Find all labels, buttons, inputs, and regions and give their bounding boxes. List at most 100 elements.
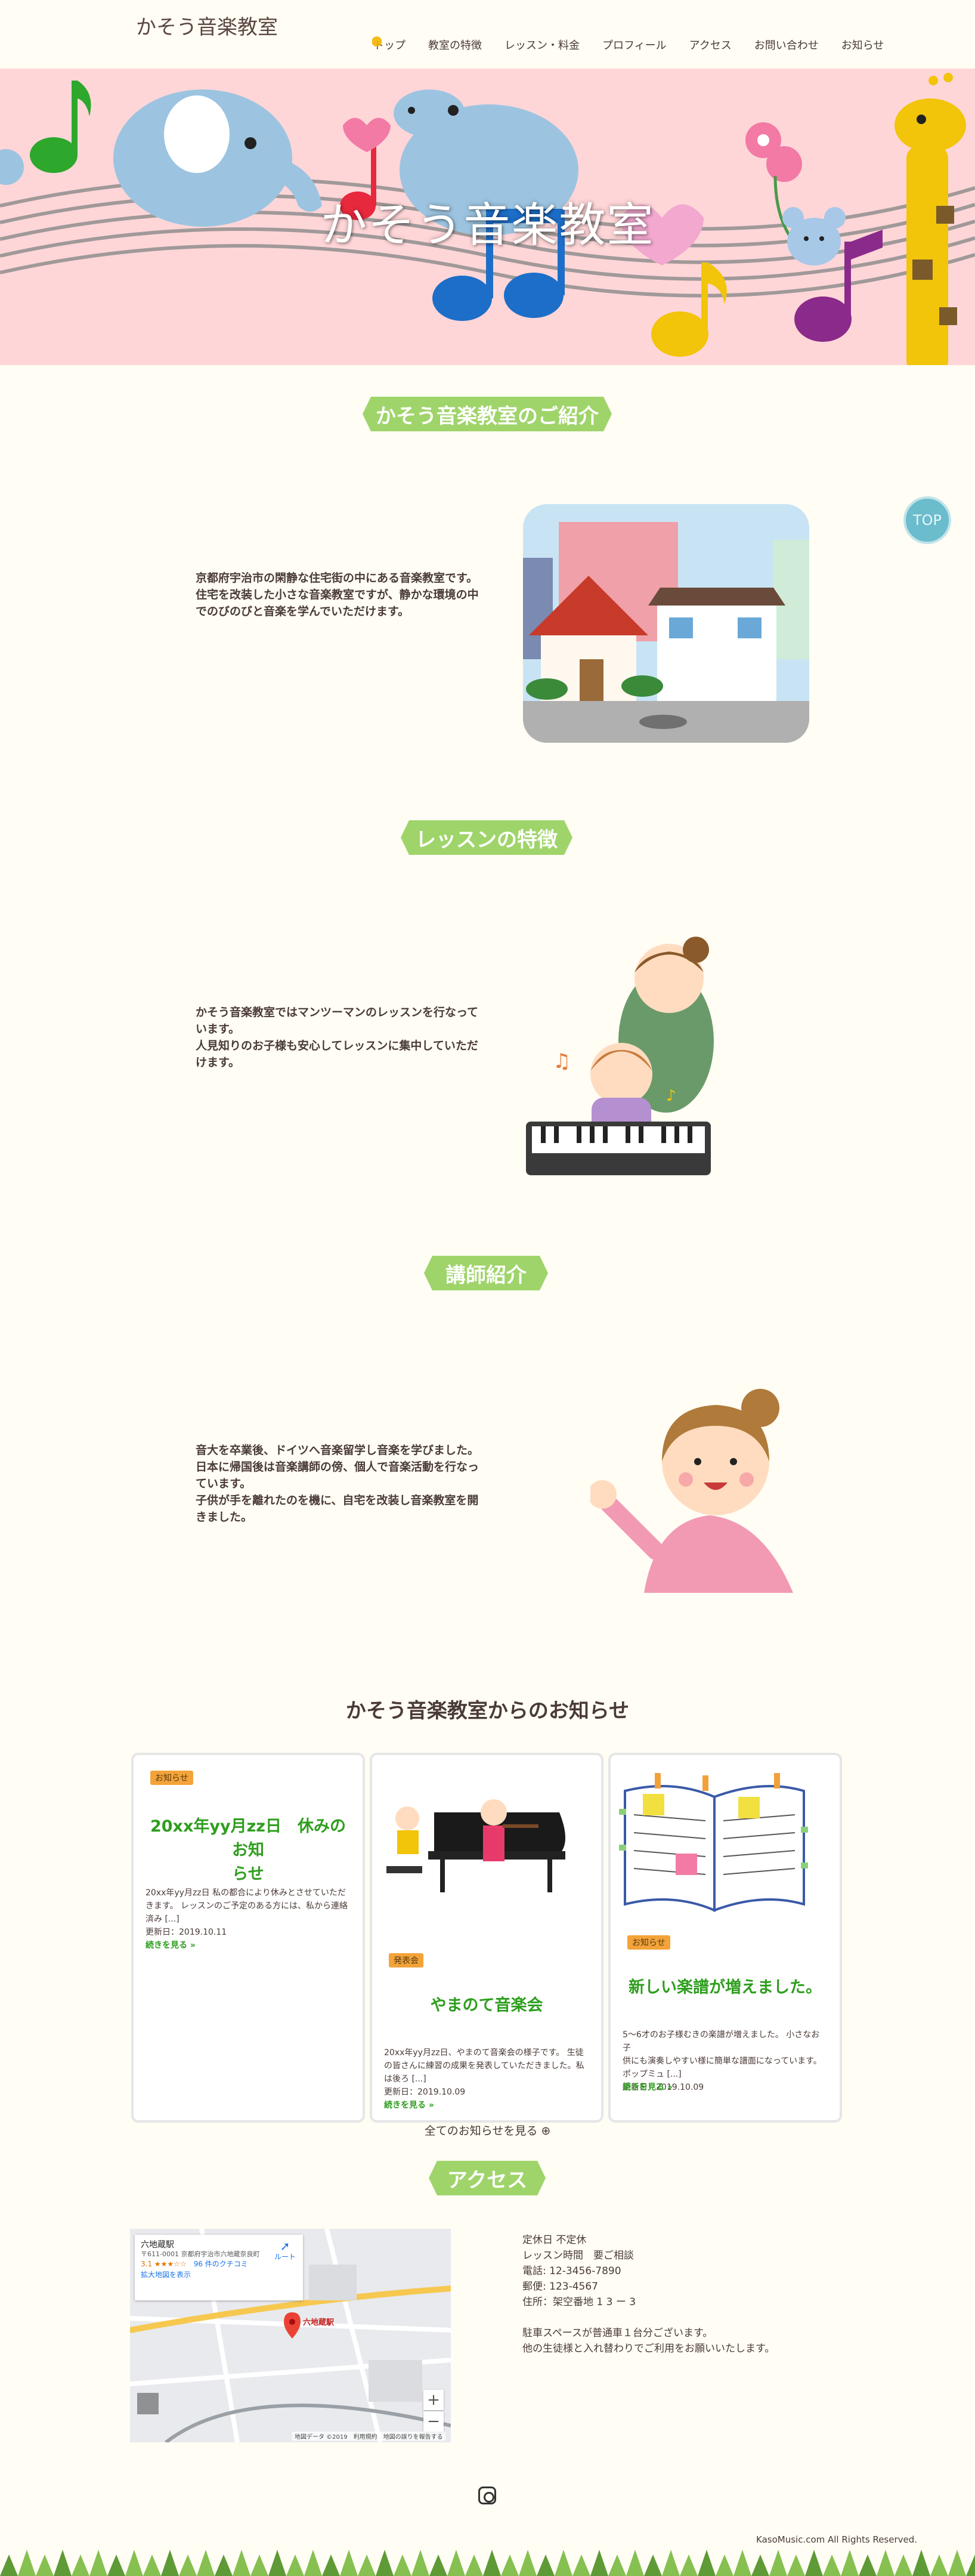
directions-button[interactable]: ➚ ルート <box>274 2239 296 2261</box>
tree-icon <box>519 2550 537 2576</box>
tree-icon <box>912 2550 930 2576</box>
purple-note-icon <box>794 230 883 342</box>
sheet-music-book-illustration <box>619 1773 808 1913</box>
nav-item-top[interactable]: トップ <box>372 32 406 52</box>
map-pin-icon <box>284 2312 301 2339</box>
svg-text:♪: ♪ <box>666 1087 676 1105</box>
tree-icon <box>733 2550 751 2576</box>
category-badge[interactable]: お知らせ <box>627 1935 670 1950</box>
features-text: かそう音楽教室ではマンツーマンのレッスンを行なって います。 人見知りのお子様も… <box>196 1006 479 1069</box>
heart-icon <box>343 118 391 152</box>
svg-text:♫: ♫ <box>553 1049 571 1073</box>
nav-item-news[interactable]: お知らせ <box>841 39 884 52</box>
section-heading-teacher: 講師紹介 <box>424 1256 548 1290</box>
tree-icon <box>215 2555 233 2576</box>
nav-item-features[interactable]: 教室の特徴 <box>428 39 482 52</box>
tree-icon <box>179 2555 197 2576</box>
main-nav: トップ 教室の特徴 レッスン・料金 プロフィール アクセス お問い合わせ お知ら… <box>372 32 906 52</box>
read-more-link[interactable]: 続きを見る » <box>384 2101 434 2110</box>
map-station-label: 六地蔵駅 <box>303 2318 335 2327</box>
teacher-text: 音大を卒業後、ドイツへ音楽留学し音楽を学びました。 日本に帰国後は音楽講師の傍、… <box>196 1444 479 1524</box>
tree-icon <box>465 2555 483 2576</box>
tree-icon <box>841 2550 859 2576</box>
section-heading-access: アクセス <box>429 2161 546 2195</box>
tree-icon <box>626 2550 644 2576</box>
tree-icon <box>751 2555 769 2576</box>
tree-icon <box>966 2555 975 2576</box>
tree-icon <box>930 2555 948 2576</box>
tree-icon <box>54 2550 72 2576</box>
hero-banner: かそう音楽教室 <box>0 69 975 365</box>
category-badge[interactable]: お知らせ <box>150 1771 193 1785</box>
elephant-icon <box>113 89 322 227</box>
tree-icon <box>698 2550 716 2576</box>
news-card-title[interactable]: 20xx年yy月zz日 休みのお知 らせ <box>150 1817 346 1883</box>
nav-item-lessons[interactable]: レッスン・料金 <box>504 39 580 52</box>
red-note-icon <box>340 128 376 220</box>
map-place-card[interactable]: 六地蔵駅 〒611-0001 京都府宇治市六地蔵奈良町 3.1 ★★★☆☆ 96… <box>135 2235 303 2300</box>
category-badge[interactable]: 発表会 <box>389 1953 423 1967</box>
tree-icon <box>894 2555 912 2576</box>
news-card[interactable]: お知らせ 新しい楽譜が増えました。 5〜6才のお子様むきの楽譜が増えました。 小… <box>608 1753 842 2123</box>
bird-icon <box>0 149 24 185</box>
tree-border <box>0 2550 975 2576</box>
piano-lesson-illustration: ♫ ♪ <box>526 937 714 1175</box>
green-note-icon <box>30 81 91 173</box>
tree-icon <box>161 2550 179 2576</box>
giraffe-icon <box>894 73 966 365</box>
intro-text: 京都府宇治市の閑静な住宅街の中にある音楽教室です。 住宅を改装した小さな音楽教室… <box>196 572 479 618</box>
news-card-excerpt: 20xx年yy月zz日、やまのて音楽会の様子です。 生徒 の皆さんに練習の成果を… <box>384 2048 584 2097</box>
tree-icon <box>286 2555 304 2576</box>
tree-icon <box>483 2550 501 2576</box>
tree-icon <box>590 2550 608 2576</box>
map-attribution: 地図データ ©2019 利用規約 地図の誤りを報告する <box>292 2432 445 2441</box>
tree-icon <box>662 2550 680 2576</box>
tree-icon <box>143 2555 161 2576</box>
hippo-icon <box>394 89 578 236</box>
tree-icon <box>197 2550 215 2576</box>
piano-concert-illustration <box>386 1799 565 1892</box>
copyright: KasoMusic.com All Rights Reserved. <box>756 2534 918 2545</box>
news-card-excerpt: 5〜6才のお子様むきの楽譜が増えました。 小さなお子 供にも演奏しやすい様に簡単… <box>623 2030 822 2092</box>
tree-icon <box>322 2555 340 2576</box>
tree-icon <box>823 2555 841 2576</box>
tree-icon <box>18 2550 36 2576</box>
tree-icon <box>358 2555 376 2576</box>
tree-icon <box>394 2555 411 2576</box>
read-more-link[interactable]: 続きを見る » <box>146 1941 196 1950</box>
read-more-link[interactable]: 続きを見る » <box>623 2083 673 2092</box>
news-heading: かそう音楽教室からのお知らせ <box>345 1699 630 1723</box>
tree-icon <box>411 2550 429 2576</box>
tree-icon <box>268 2550 286 2576</box>
tree-icon <box>447 2550 465 2576</box>
yellow-note-icon <box>651 262 727 357</box>
tree-icon <box>537 2555 555 2576</box>
tree-icon <box>716 2555 733 2576</box>
directions-icon: ➚ <box>280 2239 290 2253</box>
tree-icon <box>644 2555 662 2576</box>
nav-item-access[interactable]: アクセス <box>689 39 732 52</box>
news-card[interactable]: お知らせ 20xx年yy月zz日 休みのお知 らせ 20xx年yy月zz日 私の… <box>131 1753 365 2123</box>
news-card-excerpt: 20xx年yy月zz日 私の都合により休みとさせていただ きます。 レッスンのご… <box>146 1888 348 1937</box>
tree-icon <box>877 2550 894 2576</box>
house-illustration <box>523 504 809 743</box>
news-card-title[interactable]: 新しい楽譜が増えました。 <box>629 1978 822 1997</box>
zoom-in-button[interactable]: + <box>423 2390 444 2410</box>
section-heading-intro: かそう音楽教室のご紹介 <box>363 397 612 431</box>
nav-item-profile[interactable]: プロフィール <box>602 39 667 52</box>
enlarge-map-link[interactable]: 拡大地図を表示 <box>141 2271 191 2279</box>
site-title[interactable]: かそう音楽教室 <box>136 16 278 39</box>
back-to-top-button[interactable]: TOP <box>903 496 951 544</box>
teacher-illustration <box>590 1389 793 1593</box>
instagram-icon[interactable] <box>478 2487 496 2504</box>
tree-icon <box>304 2550 322 2576</box>
nav-item-contact[interactable]: お問い合わせ <box>754 39 819 52</box>
hero-illustration <box>0 73 975 365</box>
all-news-link[interactable]: 全てのお知らせを見る ⊕ <box>424 2124 551 2138</box>
news-card[interactable]: 発表会 やまのて音楽会 20xx年yy月zz日、やまのて音楽会の様子です。 生徒… <box>370 1753 603 2123</box>
zoom-out-button[interactable]: − <box>423 2411 444 2432</box>
news-card-title[interactable]: やまのて音楽会 <box>430 1996 543 2015</box>
tree-icon <box>429 2555 447 2576</box>
tree-icon <box>608 2555 626 2576</box>
embedded-map[interactable]: 六地蔵駅 〒611-0001 京都府宇治市六地蔵奈良町 3.1 ★★★☆☆ 96… <box>130 2229 451 2442</box>
